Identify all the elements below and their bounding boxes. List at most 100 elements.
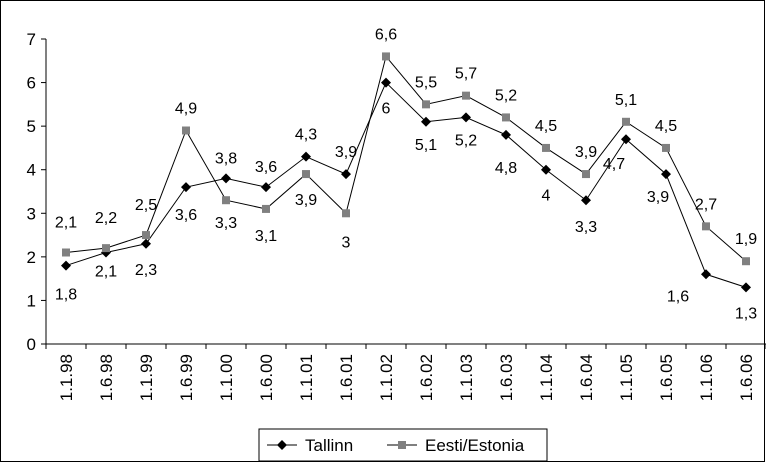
x-tick-label: 1.1.03: [457, 354, 476, 401]
y-tick-label: 3: [27, 204, 36, 223]
square-marker: [662, 143, 670, 152]
data-label: 1,8: [55, 287, 77, 304]
x-tick-label: 1.6.02: [417, 354, 436, 401]
diamond-marker: [461, 112, 471, 123]
data-label: 2,3: [135, 262, 157, 279]
square-marker: [462, 91, 470, 100]
diamond-marker: [221, 173, 231, 184]
square-marker: [542, 143, 550, 152]
diamond-marker: [581, 195, 591, 206]
diamond-marker: [381, 77, 391, 88]
y-tick-label: 0: [27, 335, 36, 354]
data-label: 3,9: [575, 144, 597, 161]
square-marker: [142, 231, 150, 240]
x-tick-label: 1.6.03: [497, 354, 516, 401]
legend-label-estonia: Eesti/Estonia: [425, 436, 525, 455]
diamond-marker: [701, 269, 711, 280]
x-tick-label: 1.1.05: [617, 354, 636, 401]
y-tick-label: 7: [27, 30, 36, 49]
data-label: 3,9: [295, 192, 317, 209]
y-tick-label: 4: [27, 161, 36, 180]
data-label: 1,6: [667, 288, 689, 305]
legend-label-tallinn: Tallinn: [305, 436, 353, 455]
data-label: 5,1: [415, 137, 437, 154]
data-label: 5,2: [495, 87, 517, 104]
data-label: 5,5: [415, 74, 437, 91]
data-label: 1,9: [735, 231, 757, 248]
legend-marker-tallinn: [277, 440, 287, 450]
data-label: 6,6: [375, 26, 397, 43]
x-tick-label: 1.1.99: [137, 354, 156, 401]
x-tick-label: 1.1.01: [297, 354, 316, 401]
x-tick-label: 1.1.02: [377, 354, 396, 401]
diamond-marker: [181, 182, 191, 193]
diamond-marker: [421, 116, 431, 127]
y-axis-ticks: 0 1 2 3 4 5 6 7: [27, 30, 46, 354]
legend: Tallinn Eesti/Estonia: [258, 428, 548, 462]
square-marker: [222, 196, 230, 205]
data-label: 2,1: [95, 264, 117, 281]
data-label: 4,7: [603, 156, 625, 173]
square-marker: [622, 117, 630, 126]
diamond-marker: [741, 282, 751, 293]
x-tick-label: 1.6.98: [97, 354, 116, 401]
diamond-marker: [61, 260, 71, 271]
data-label: 4,8: [495, 160, 517, 177]
square-marker: [102, 244, 110, 253]
diamond-marker: [501, 129, 511, 140]
square-marker: [62, 248, 70, 257]
y-tick-label: 5: [27, 117, 36, 136]
diamond-marker: [661, 169, 671, 180]
data-label: 4: [542, 188, 551, 205]
data-label: 3,8: [215, 150, 237, 167]
x-tick-label: 1.1.04: [537, 354, 556, 401]
square-marker: [382, 52, 390, 61]
x-tick-label: 1.6.00: [257, 354, 276, 401]
data-label: 1,3: [735, 305, 757, 322]
data-label: 4,3: [295, 127, 317, 144]
square-marker: [422, 100, 430, 109]
square-marker: [182, 126, 190, 135]
data-label: 3,3: [215, 215, 237, 232]
data-label: 2,1: [55, 215, 77, 232]
series-line-0: [65, 81, 747, 288]
square-marker: [742, 257, 750, 266]
diamond-marker: [621, 134, 631, 145]
square-marker: [582, 170, 590, 179]
data-label: 5,2: [455, 132, 477, 149]
data-label: 2,2: [95, 210, 117, 227]
data-label: 4,5: [535, 118, 557, 135]
data-label: 3,6: [175, 207, 197, 224]
series-layer: [61, 52, 751, 293]
square-marker: [702, 222, 710, 231]
x-tick-label: 1.6.05: [657, 354, 676, 401]
legend-marker-estonia: [398, 441, 406, 449]
data-label: 5,7: [455, 66, 477, 83]
square-marker: [502, 113, 510, 122]
square-marker: [302, 170, 310, 179]
data-label: 4,5: [655, 118, 677, 135]
y-tick-label: 1: [27, 291, 36, 310]
x-tick-label: 1.1.98: [57, 354, 76, 401]
diamond-marker: [541, 164, 551, 175]
y-tick-label: 2: [27, 248, 36, 267]
x-tick-label: 1.6.04: [577, 354, 596, 401]
x-tick-label: 1.1.06: [697, 354, 716, 401]
data-label: 3,1: [255, 228, 277, 245]
data-label: 3,6: [255, 159, 277, 176]
diamond-marker: [141, 238, 151, 249]
series-line-1: [65, 55, 747, 262]
data-label: 6: [382, 101, 391, 118]
diamond-marker: [261, 182, 271, 193]
data-label: 3,9: [335, 144, 357, 161]
y-tick-label: 6: [27, 74, 36, 93]
data-labels: 2,1 1,8 2,2 2,1 2,5 2,3 4,9 3,6 3,3 3,1 3,9 4,3 3 3,9…: [55, 26, 757, 322]
data-label: 3,3: [575, 219, 597, 236]
data-label: 3: [342, 234, 351, 251]
x-axis-ticks: 1.1.98 1.6.98 1.1.99 1.6.99 1.1.00 1.6.00 1.1.…: [45, 344, 766, 401]
data-label: 2,7: [695, 196, 717, 213]
data-label: 5,1: [615, 92, 637, 109]
x-tick-label: 1.1.00: [217, 354, 236, 401]
